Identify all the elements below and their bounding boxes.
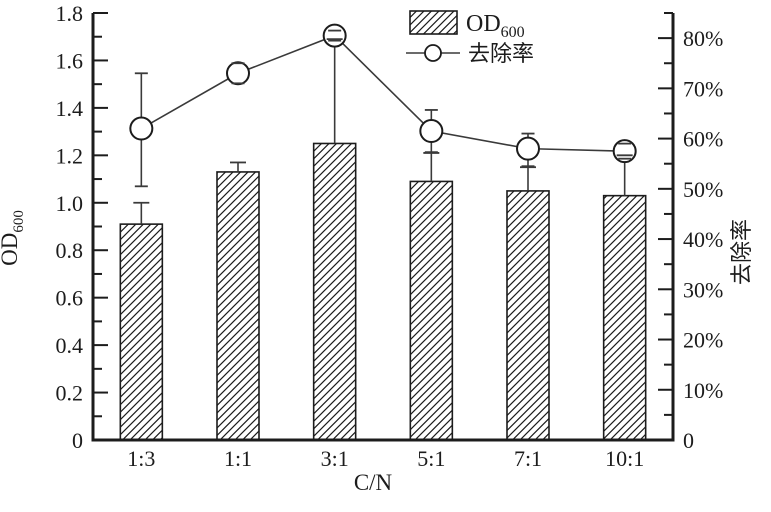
right-tick-label: 50% bbox=[683, 177, 723, 202]
bar-7:1 bbox=[506, 190, 550, 441]
left-tick-label: 0.6 bbox=[56, 286, 84, 311]
marker-10:1 bbox=[612, 139, 637, 164]
right-tick-label: 0 bbox=[683, 428, 694, 453]
x-tick-label: 10:1 bbox=[605, 446, 644, 471]
left-tick-label: 0.4 bbox=[56, 333, 84, 358]
legend-label-removal-rate: 去除率 bbox=[468, 41, 534, 66]
plot-area: 0 0.2 0.4 0.6 0.8 1.0 1.2 1.4 1.6 1.8 0 10% 20% 30% 40… bbox=[56, 1, 724, 471]
right-tick-label: 60% bbox=[683, 127, 723, 152]
left-tick-label: 0 bbox=[72, 428, 83, 453]
x-tick-label: 5:1 bbox=[417, 446, 445, 471]
legend-label-od600: OD600 bbox=[466, 11, 525, 41]
right-tick-label: 80% bbox=[683, 26, 723, 51]
left-tick-label: 1.8 bbox=[56, 1, 84, 26]
left-tick-label: 1.6 bbox=[56, 48, 84, 73]
right-tick-label: 40% bbox=[683, 227, 723, 252]
legend: OD600 去除率 bbox=[406, 10, 534, 66]
left-tick-label: 1.4 bbox=[56, 96, 84, 121]
legend-marker-open-circle-icon bbox=[424, 44, 442, 62]
right-tick-label: 10% bbox=[683, 378, 723, 403]
marker-1:1 bbox=[226, 61, 250, 86]
x-tick-label: 1:1 bbox=[224, 446, 252, 471]
x-tick-label: 7:1 bbox=[514, 446, 542, 471]
bar-1:3 bbox=[119, 223, 164, 441]
right-tick-label: 30% bbox=[683, 277, 723, 302]
x-tick-label: 3:1 bbox=[321, 446, 349, 471]
left-tick-label: 1.0 bbox=[56, 191, 84, 216]
right-axis-title: 去除率 bbox=[729, 219, 754, 285]
x-axis-title: C/N bbox=[354, 470, 393, 495]
legend-swatch-od600 bbox=[409, 10, 458, 35]
bar-3:1 bbox=[312, 142, 357, 441]
left-axis-title: OD600 bbox=[0, 210, 27, 266]
left-tick-label: 0.2 bbox=[56, 381, 84, 406]
marker-3:1 bbox=[322, 23, 347, 48]
bar-5:1 bbox=[409, 180, 454, 441]
left-tick-label: 0.8 bbox=[56, 238, 84, 263]
left-tick-label: 1.2 bbox=[56, 143, 84, 168]
right-tick-label: 70% bbox=[683, 76, 723, 101]
bar-1:1 bbox=[216, 171, 260, 441]
right-tick-label: 20% bbox=[683, 328, 723, 353]
bar-10:1 bbox=[602, 194, 647, 441]
x-tick-label: 1:3 bbox=[127, 446, 155, 471]
marker-5:1 bbox=[419, 119, 444, 144]
marker-7:1 bbox=[516, 136, 540, 161]
removal-rate-line bbox=[140, 34, 625, 152]
marker-1:3 bbox=[129, 116, 154, 141]
